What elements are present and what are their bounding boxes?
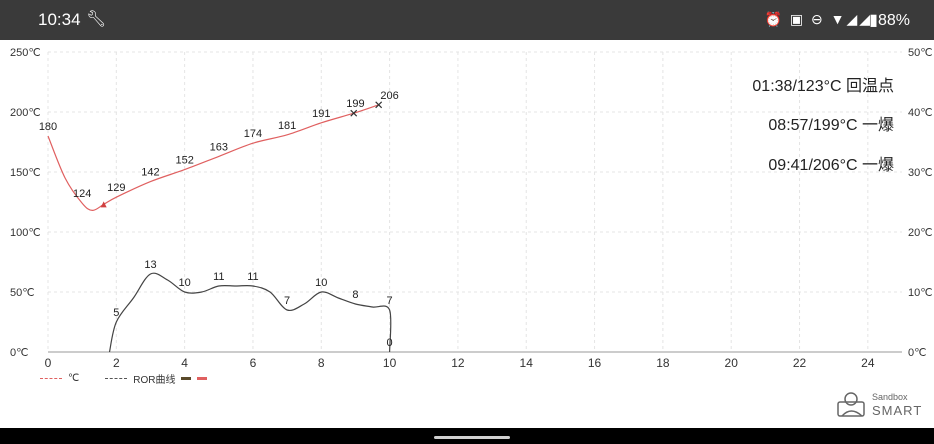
y-right-tick-label: 50℃ xyxy=(908,47,933,59)
y-left-tick-label: 0℃ xyxy=(10,347,28,359)
legend-swatch-red xyxy=(197,377,208,380)
x-tick-label: 16 xyxy=(588,356,602,370)
x-tick-label: 2 xyxy=(113,356,120,370)
x-tick-label: 14 xyxy=(520,356,534,370)
data-label: 13 xyxy=(144,259,156,271)
legend-temp-label: ℃ xyxy=(68,373,80,384)
y-right-tick-label: 20℃ xyxy=(908,227,933,239)
data-label: 174 xyxy=(244,128,262,140)
y-left-tick-label: 100℃ xyxy=(10,227,41,239)
y-right-tick-label: 10℃ xyxy=(908,287,933,299)
data-label: 129 xyxy=(107,182,125,194)
data-label: 8 xyxy=(352,289,358,301)
data-label: 152 xyxy=(175,155,193,167)
x-tick-label: 22 xyxy=(793,356,807,370)
navigation-bar xyxy=(0,428,934,444)
y-left-tick-label: 150℃ xyxy=(10,167,41,179)
logo-line1: Sandbox xyxy=(872,392,908,402)
x-tick-label: 24 xyxy=(861,356,875,370)
sandbox-smart-logo: Sandbox SMART xyxy=(836,388,923,424)
x-tick-label: 0 xyxy=(45,356,52,370)
data-label: 7 xyxy=(284,295,290,307)
data-label: 11 xyxy=(247,271,258,283)
data-label: 10 xyxy=(179,277,191,289)
logo-icon xyxy=(837,392,865,417)
status-bar: 10:34 🔧︎ ⏰ ▣ ⊖ ▼◢◢ ▮88% xyxy=(0,0,934,40)
chart-legend: ℃ ROR曲线 xyxy=(40,371,208,386)
home-handle[interactable] xyxy=(434,436,510,439)
logo-line2: SMART xyxy=(872,403,923,418)
y-right-tick-label: 40℃ xyxy=(908,107,933,119)
legend-temp-line xyxy=(40,378,62,379)
temperature-line xyxy=(47,104,379,211)
data-label: 206 xyxy=(380,90,398,102)
legend-swatch-dark xyxy=(181,377,192,380)
battery-indicator: ▮88% xyxy=(869,12,910,29)
data-label: 7 xyxy=(387,295,393,307)
data-label: 163 xyxy=(210,141,228,153)
annotation-turning-point: 01:38/123°C 回温点 xyxy=(752,78,894,95)
y-right-tick-label: 30℃ xyxy=(908,167,933,179)
data-label: 181 xyxy=(278,120,296,132)
data-label: 199 xyxy=(346,98,364,110)
x-tick-label: 4 xyxy=(181,356,188,370)
status-icons: ⏰ ▣ ⊖ ▼◢◢ xyxy=(764,11,872,27)
x-tick-label: 12 xyxy=(451,356,465,370)
crack-marker xyxy=(350,109,358,117)
x-tick-label: 20 xyxy=(725,356,739,370)
wrench-icon: 🔧︎ xyxy=(86,11,107,28)
legend-ror-line xyxy=(105,378,128,379)
data-label: 124 xyxy=(73,188,91,200)
y-left-tick-label: 50℃ xyxy=(10,287,35,299)
data-label: 0 xyxy=(387,337,393,349)
data-label: 142 xyxy=(141,167,159,179)
y-right-tick-label: 0℃ xyxy=(908,347,926,359)
annotation-first-crack-2: 09:41/206°C 一爆 xyxy=(768,157,894,174)
annotation-first-crack-1: 08:57/199°C 一爆 xyxy=(768,117,894,134)
y-left-tick-label: 200℃ xyxy=(10,107,41,119)
data-label: 11 xyxy=(213,271,224,283)
data-label: 180 xyxy=(39,121,57,133)
data-label: 5 xyxy=(113,307,119,319)
data-label: 10 xyxy=(315,277,327,289)
turning-point-marker xyxy=(100,201,107,208)
y-left-tick-label: 250℃ xyxy=(10,47,41,59)
data-label: 191 xyxy=(312,108,330,120)
status-time: 10:34 xyxy=(38,10,81,29)
x-tick-label: 8 xyxy=(318,356,325,370)
roast-chart: 0℃ 50℃ 100℃ 150℃ 200℃ 250℃ 0℃ 10℃ 20℃ 30℃ 40℃ 50℃ 0 2… xyxy=(10,47,933,370)
crack-marker xyxy=(375,101,383,109)
x-tick-label: 10 xyxy=(383,356,397,370)
ror-line xyxy=(108,272,392,353)
x-tick-label: 6 xyxy=(250,356,257,370)
legend-ror-label: ROR曲线 xyxy=(133,375,176,386)
x-tick-label: 18 xyxy=(656,356,670,370)
